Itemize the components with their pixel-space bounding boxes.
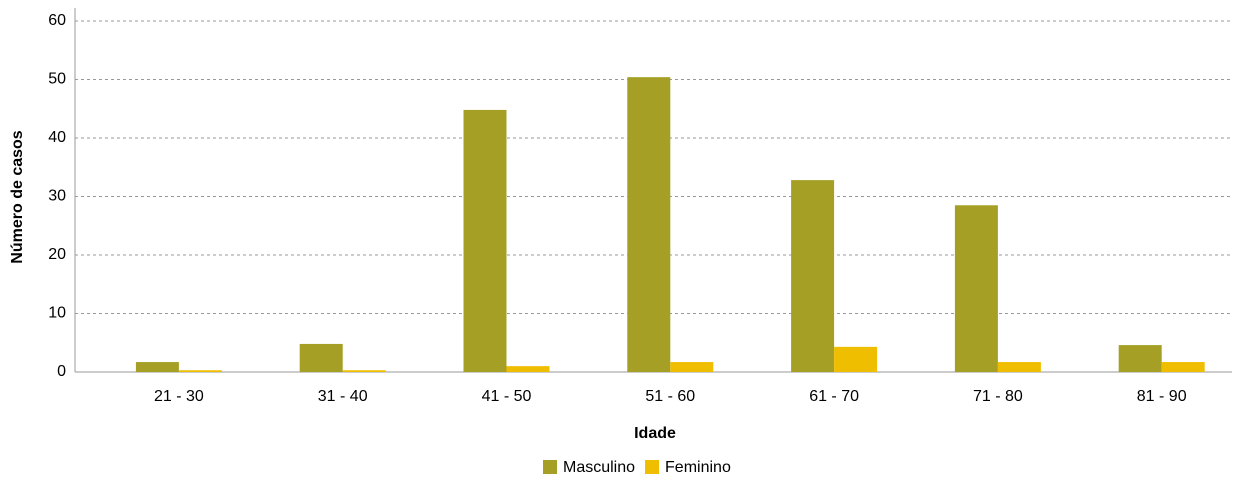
x-tick-label: 81 - 90 [1137, 388, 1187, 405]
x-tick-label: 51 - 60 [645, 388, 695, 405]
x-tick-label: 61 - 70 [809, 388, 859, 405]
bar [1161, 362, 1205, 372]
x-axis-title: Idade [634, 425, 676, 442]
y-tick-label: 30 [48, 188, 66, 205]
y-tick-label: 50 [48, 71, 66, 88]
y-tick-label: 10 [48, 305, 66, 322]
bar [178, 370, 222, 372]
y-tick-label: 40 [48, 129, 66, 146]
legend-swatch [543, 460, 557, 474]
bar [834, 346, 878, 372]
legend-swatch [645, 460, 660, 474]
bar [342, 370, 386, 372]
bar [954, 205, 998, 372]
legend-label: Masculino [563, 459, 635, 476]
x-tick-label: 31 - 40 [318, 388, 368, 405]
y-tick-label: 0 [57, 363, 66, 380]
bar [1118, 345, 1162, 372]
bar [299, 343, 343, 372]
bar [463, 109, 507, 373]
bar [791, 180, 835, 372]
bar [627, 77, 671, 372]
legend-label: Feminino [665, 459, 731, 476]
bar [506, 366, 550, 372]
y-axis-title: Número de casos [9, 130, 26, 263]
bar [997, 362, 1041, 372]
x-tick-label: 21 - 30 [154, 388, 204, 405]
y-tick-label: 60 [48, 12, 66, 29]
bar [135, 362, 179, 372]
x-tick-label: 41 - 50 [482, 388, 532, 405]
x-tick-label: 71 - 80 [973, 388, 1023, 405]
y-tick-label: 20 [48, 246, 66, 263]
bar [670, 362, 714, 372]
